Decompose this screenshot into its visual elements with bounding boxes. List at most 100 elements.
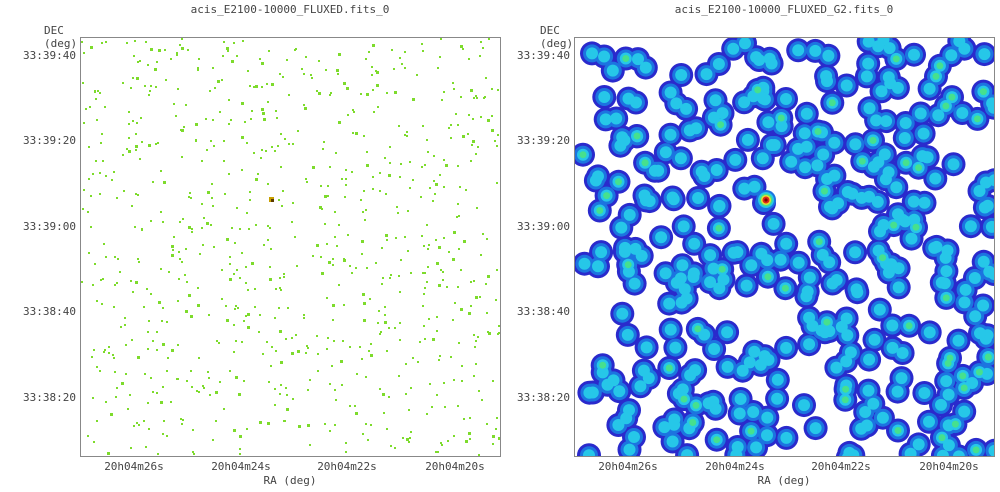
pixel-dot xyxy=(286,59,288,61)
pixel-dot xyxy=(241,169,243,171)
pixel-dot xyxy=(168,271,170,273)
pixel-dot xyxy=(436,330,438,332)
blob-inner xyxy=(736,364,749,377)
pixel-dot xyxy=(137,356,140,359)
pixel-dot xyxy=(164,49,166,51)
pixel-dot xyxy=(266,83,268,85)
pixel-dot xyxy=(180,418,182,420)
blob-inner xyxy=(821,75,833,88)
pixel-dot xyxy=(406,135,408,137)
right-y-tick: 33:38:20 xyxy=(517,391,570,404)
left-image-frame[interactable] xyxy=(80,37,501,457)
pixel-dot xyxy=(412,98,415,101)
pixel-dot xyxy=(231,227,233,229)
pixel-dot xyxy=(268,50,270,52)
pixel-dot xyxy=(435,183,438,186)
blob-inner xyxy=(638,189,651,202)
blob-peak xyxy=(596,207,604,214)
pixel-dot xyxy=(468,312,471,315)
blob-inner xyxy=(792,256,805,269)
pixel-dot xyxy=(97,90,99,92)
pixel-dot xyxy=(345,184,347,186)
blob-inner xyxy=(849,138,862,151)
blob-peak xyxy=(905,322,913,330)
blob-inner xyxy=(704,276,717,289)
blob-inner xyxy=(985,220,994,233)
blob-peak xyxy=(665,364,673,372)
pixel-dot xyxy=(210,140,212,142)
pixel-dot xyxy=(304,107,307,110)
blob-inner xyxy=(648,164,661,177)
pixel-dot xyxy=(89,106,91,108)
pixel-dot xyxy=(454,302,456,304)
pixel-dot xyxy=(399,57,401,59)
blob-peak xyxy=(902,159,910,167)
pixel-dot xyxy=(216,340,218,342)
pixel-dot xyxy=(113,171,115,173)
pixel-dot xyxy=(495,428,497,430)
pixel-dot xyxy=(261,62,264,65)
pixel-dot xyxy=(233,273,235,275)
blob-peak xyxy=(912,223,920,231)
blob-inner xyxy=(929,172,942,185)
pixel-dot xyxy=(162,343,165,346)
pixel-dot xyxy=(206,149,208,151)
pixel-dot xyxy=(369,298,371,300)
blob-inner xyxy=(780,93,792,105)
pixel-dot xyxy=(145,41,147,43)
blob-inner xyxy=(886,341,899,354)
pixel-dot xyxy=(246,428,248,430)
pixel-dot xyxy=(361,358,363,360)
pixel-dot xyxy=(119,271,121,273)
pixel-dot xyxy=(460,308,463,311)
pixel-dot xyxy=(439,56,441,58)
pixel-dot xyxy=(101,133,103,135)
pixel-dot xyxy=(139,60,141,62)
pixel-dot xyxy=(349,405,351,407)
right-image-frame[interactable] xyxy=(574,37,995,457)
pixel-dot xyxy=(355,412,358,415)
blob-peak xyxy=(951,420,959,428)
pixel-dot xyxy=(497,134,499,136)
pixel-dot xyxy=(103,243,105,245)
blob-inner xyxy=(695,165,708,178)
blob-peak xyxy=(972,446,980,454)
pixel-dot xyxy=(492,435,495,438)
pixel-dot xyxy=(405,363,407,365)
pixel-dot xyxy=(96,119,98,121)
pixel-dot xyxy=(278,199,280,201)
pixel-dot xyxy=(285,387,287,389)
pixel-dot xyxy=(83,189,85,191)
pixel-dot xyxy=(188,226,191,229)
blob-peak xyxy=(915,164,923,172)
blob-peak xyxy=(879,254,887,262)
pixel-dot xyxy=(207,191,210,194)
pixel-dot xyxy=(441,99,443,101)
pixel-dot xyxy=(445,164,448,167)
pixel-dot xyxy=(406,131,408,133)
blob-inner xyxy=(936,449,949,456)
pixel-dot xyxy=(135,281,138,284)
pixel-dot xyxy=(87,435,89,437)
blob-inner xyxy=(923,326,936,339)
pixel-dot xyxy=(457,203,459,205)
pixel-dot xyxy=(120,326,122,328)
pixel-dot xyxy=(160,268,162,270)
pixel-dot xyxy=(263,244,265,246)
pixel-dot xyxy=(398,275,400,277)
pixel-dot xyxy=(239,277,241,279)
pixel-dot xyxy=(338,121,341,124)
pixel-dot xyxy=(396,206,398,208)
blob-inner xyxy=(840,355,853,368)
pixel-dot xyxy=(436,394,438,396)
pixel-dot xyxy=(477,146,479,148)
pixel-dot xyxy=(399,339,401,341)
pixel-dot xyxy=(410,387,412,389)
pixel-dot xyxy=(131,205,133,207)
pixel-dot xyxy=(338,224,340,226)
pixel-dot xyxy=(482,233,484,235)
pixel-dot xyxy=(424,272,426,274)
blob-inner xyxy=(687,271,700,283)
pixel-dot xyxy=(416,74,418,76)
blob-inner xyxy=(586,47,598,60)
